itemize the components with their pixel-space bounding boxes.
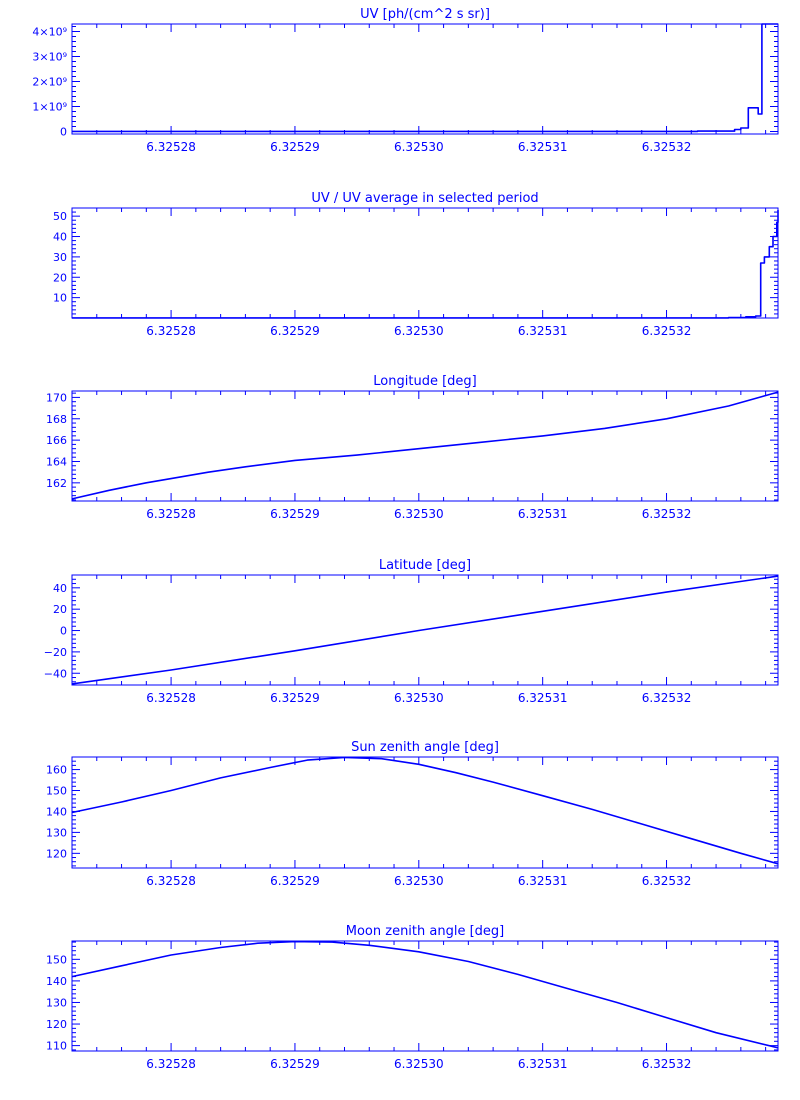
chart-panel-3: Longitude [deg] 6.32528 6.32529 6.32530 6.32… [46,374,779,521]
y-tick-label: 1×10⁹ [32,101,67,114]
chart-title: UV / UV average in selected period [311,191,538,206]
y-tick-label: 170 [46,391,67,404]
chart-title: Latitude [deg] [379,558,471,573]
y-tick-label: 160 [46,764,67,777]
series-line-1 [71,756,779,865]
y-tick-label: 164 [46,455,67,468]
series-line-1 [71,940,779,1049]
x-tick-label: 6.32529 [270,507,320,521]
x-tick-label: 6.32531 [518,324,568,338]
x-tick-label: 6.32530 [394,1057,444,1071]
x-tick-label: 6.32532 [642,507,692,521]
chart-panel-4: Latitude [deg] 6.32528 6.32529 6.32530 6.325… [44,558,779,705]
y-tick-label: 140 [46,805,67,818]
x-tick-label: 6.32528 [146,1057,196,1071]
x-tick-label: 6.32528 [146,507,196,521]
x-tick-label: 6.32528 [146,874,196,888]
y-tick-label: 40 [53,582,67,595]
x-tick-label: 6.32532 [642,324,692,338]
series-line-1 [72,23,778,133]
x-tick-label: 6.32531 [518,507,568,521]
series-line-1 [71,575,779,685]
y-tick-label: 0 [60,126,67,139]
x-tick-label: 6.32530 [394,507,444,521]
x-tick-label: 6.32530 [394,691,444,705]
x-tick-label: 6.32530 [394,140,444,154]
chart-title: Longitude [deg] [373,374,476,389]
y-tick-label: 162 [46,477,67,490]
x-tick-label: 6.32532 [642,691,692,705]
chart-panel-2: UV / UV average in selected period 6.3252… [53,191,779,338]
y-tick-label: 120 [46,847,67,860]
y-tick-label: 130 [46,826,67,839]
plot-frame [71,940,779,1052]
chart-title: Moon zenith angle [deg] [346,924,504,939]
x-tick-label: 6.32531 [518,691,568,705]
x-tick-label: 6.32529 [270,874,320,888]
chart-title: UV [ph/(cm^2 s sr)] [360,7,490,22]
y-tick-label: 168 [46,413,67,426]
plot-frame [71,756,779,869]
x-tick-label: 6.32532 [642,1057,692,1071]
y-tick-label: 110 [46,1040,67,1053]
plot-frame [71,390,779,502]
x-tick-label: 6.32531 [518,140,568,154]
plot-frame [71,23,779,135]
x-tick-label: 6.32531 [518,1057,568,1071]
series-line-1 [72,210,779,319]
plot-frame [71,574,779,686]
chart-panel-6: Moon zenith angle [deg] 6.32528 6.32529 6.3… [46,924,779,1071]
y-tick-label: 2×10⁹ [32,76,67,89]
y-tick-label: 4×10⁹ [32,26,67,39]
chart-panel-1: UV [ph/(cm^2 s sr)] 6.32528 6.32529 6.32530… [32,7,779,154]
y-tick-label: 3×10⁹ [32,51,67,64]
x-tick-label: 6.32528 [146,140,196,154]
x-tick-label: 6.32529 [270,324,320,338]
chart-panel-5: Sun zenith angle [deg] 6.32528 6.32529 6.32… [46,740,779,888]
y-tick-label: 20 [53,271,67,284]
y-tick-label: −20 [44,646,67,659]
y-tick-label: 50 [53,210,67,223]
y-tick-label: −40 [44,667,67,680]
plot-frame [71,207,779,319]
y-tick-label: 166 [46,434,67,447]
x-tick-label: 6.32532 [642,874,692,888]
x-tick-label: 6.32529 [270,140,320,154]
y-tick-label: 30 [53,251,67,264]
x-tick-label: 6.32530 [394,324,444,338]
x-tick-label: 6.32528 [146,691,196,705]
y-tick-label: 130 [46,996,67,1009]
y-tick-label: 10 [53,292,67,305]
x-tick-label: 6.32530 [394,874,444,888]
x-tick-label: 6.32529 [270,1057,320,1071]
y-tick-label: 140 [46,975,67,988]
y-tick-label: 40 [53,231,67,244]
series-line-1 [71,391,779,500]
y-tick-label: 0 [60,625,67,638]
y-tick-label: 20 [53,603,67,616]
x-tick-label: 6.32528 [146,324,196,338]
chart-title: Sun zenith angle [deg] [351,740,499,755]
y-tick-label: 120 [46,1018,67,1031]
x-tick-label: 6.32532 [642,140,692,154]
x-tick-label: 6.32531 [518,874,568,888]
x-tick-label: 6.32529 [270,691,320,705]
y-tick-label: 150 [46,785,67,798]
y-tick-label: 150 [46,953,67,966]
